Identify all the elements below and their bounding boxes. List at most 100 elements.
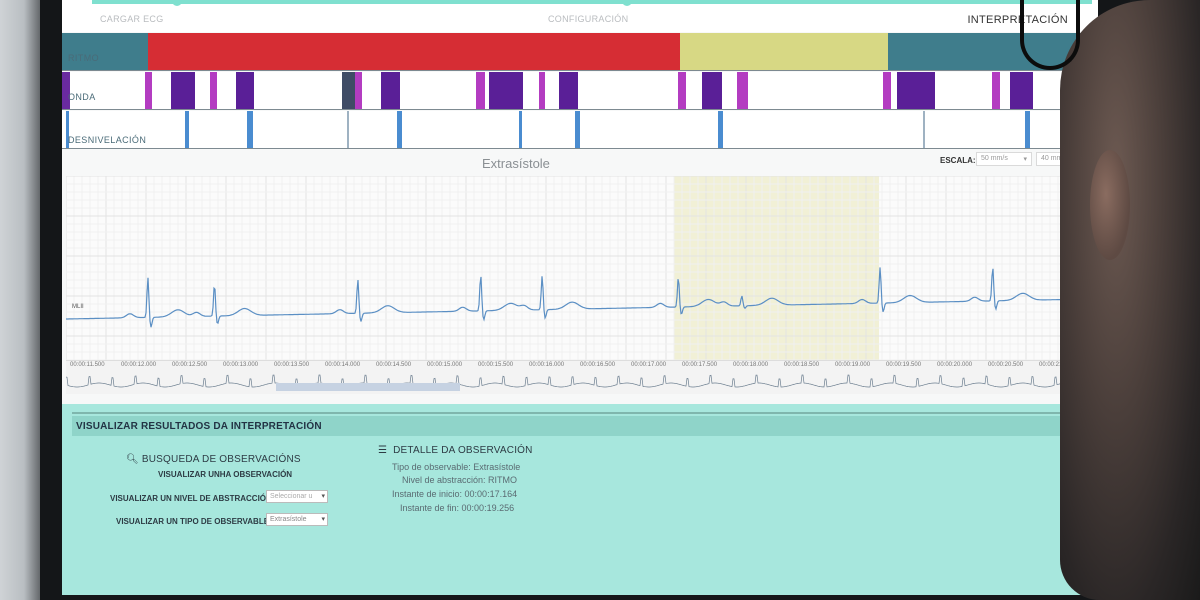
detail-abstraction-level: Nivel de abstracción: RITMO bbox=[402, 475, 518, 485]
ecg-strip[interactable]: MLII bbox=[66, 176, 1090, 362]
track-segment[interactable] bbox=[247, 111, 253, 148]
track-segment[interactable] bbox=[346, 111, 349, 148]
track-segment[interactable] bbox=[355, 72, 363, 109]
wizard-progress-line bbox=[92, 0, 1092, 6]
track-segment[interactable] bbox=[341, 72, 356, 109]
scale-amplitude-value: 40 mm bbox=[1041, 155, 1063, 162]
abstraction-label: VISUALIZAR UN NIVEL DE ABSTRACCIÓN: bbox=[110, 494, 275, 503]
track-segment[interactable] bbox=[737, 72, 748, 109]
results-panel: VISUALIZAR RESULTADOS DA INTERPRETACIÓN … bbox=[62, 404, 1098, 595]
list-icon: ☰ bbox=[378, 445, 388, 456]
scale-speed-select[interactable]: 50 mm/s ▾ bbox=[976, 152, 1032, 166]
divider bbox=[72, 412, 1092, 414]
track-segment[interactable] bbox=[170, 72, 195, 109]
scale-label: ESCALA: bbox=[940, 156, 976, 165]
wizard-steps: CARGAR ECG CONFIGURACIÓN INTERPRETACIÓN bbox=[62, 0, 1098, 32]
track-wave[interactable]: ONDA bbox=[62, 72, 1098, 110]
ecg-waveform bbox=[66, 176, 1090, 362]
track-label: ONDA bbox=[68, 92, 96, 102]
step-load-ecg[interactable]: CARGAR ECG bbox=[100, 14, 164, 24]
step-dot-icon bbox=[172, 0, 182, 6]
time-tick-label: 00:00:14.000 bbox=[325, 362, 361, 368]
observation-title: Extrasístole bbox=[482, 156, 550, 171]
track-label: DESNIVELACIÓN bbox=[68, 135, 147, 145]
track-segment[interactable] bbox=[680, 33, 888, 70]
time-tick-label: 00:00:13.000 bbox=[223, 362, 259, 368]
person-ear bbox=[1090, 150, 1130, 260]
chevron-down-icon: ▾ bbox=[321, 516, 325, 523]
results-header: VISUALIZAR RESULTADOS DA INTERPRETACIÓN bbox=[72, 416, 1092, 436]
track-segment[interactable] bbox=[1009, 72, 1033, 109]
time-tick-label: 00:00:16.000 bbox=[529, 362, 565, 368]
time-tick-label: 00:00:12.000 bbox=[121, 362, 157, 368]
search-section-title: 🔍︎ BUSQUEDA DE OBSERVACIÓNS bbox=[126, 454, 301, 465]
track-segment[interactable] bbox=[381, 72, 400, 109]
track-rhythm[interactable]: RITMO bbox=[62, 33, 1098, 71]
time-tick-label: 00:00:15.000 bbox=[427, 362, 463, 368]
time-tick-label: 00:00:11.500 bbox=[70, 362, 105, 368]
selected-observation-highlight bbox=[674, 176, 880, 362]
step-configuration[interactable]: CONFIGURACIÓN bbox=[548, 14, 629, 24]
search-icon: 🔍︎ bbox=[126, 454, 139, 465]
track-segment[interactable] bbox=[62, 72, 71, 109]
detail-title-text: DETALLE DA OBSERVACIÓN bbox=[393, 445, 533, 456]
track-segment[interactable] bbox=[538, 72, 545, 109]
track-segment[interactable] bbox=[236, 72, 254, 109]
track-segment[interactable] bbox=[702, 72, 722, 109]
observable-type-select[interactable]: Extrasístole ▾ bbox=[266, 513, 328, 526]
track-deviation[interactable]: DESNIVELACIÓN bbox=[62, 111, 1098, 149]
time-tick-label: 00:00:21.000 bbox=[1039, 362, 1075, 368]
time-tick-label: 00:00:19.000 bbox=[835, 362, 871, 368]
time-tick-label: 00:00:16.500 bbox=[580, 362, 616, 368]
track-segment[interactable] bbox=[992, 72, 1000, 109]
detail-end-time: Instante de fin: 00:00:19.256 bbox=[400, 503, 515, 513]
step-dot-icon bbox=[622, 0, 632, 6]
time-tick-label: 00:00:20.000 bbox=[937, 362, 973, 368]
overview-range-handle[interactable] bbox=[275, 383, 461, 391]
track-segment[interactable] bbox=[62, 33, 148, 70]
track-segment[interactable] bbox=[559, 72, 578, 109]
ecg-overview-scroller[interactable]: 00:00:11.500 00:00:12.000 00:00:12.500 00:0… bbox=[66, 360, 1090, 394]
track-segment[interactable] bbox=[185, 111, 190, 148]
time-tick-label: 00:00:12.500 bbox=[172, 362, 208, 368]
chevron-down-icon: ▾ bbox=[1023, 156, 1027, 163]
track-segment[interactable] bbox=[476, 72, 485, 109]
scale-speed-value: 50 mm/s bbox=[981, 155, 1008, 162]
track-segment[interactable] bbox=[144, 72, 153, 109]
track-label: RITMO bbox=[68, 53, 99, 63]
overview-waveform bbox=[66, 374, 1090, 388]
track-segment[interactable] bbox=[922, 111, 925, 148]
detail-start-time: Instante de inicio: 00:00:17.164 bbox=[392, 489, 518, 499]
track-segment[interactable] bbox=[396, 111, 402, 148]
time-tick-label: 00:00:15.500 bbox=[478, 362, 514, 368]
monitor-screen: CARGAR ECG CONFIGURACIÓN INTERPRETACIÓN … bbox=[62, 0, 1098, 595]
person-silhouette bbox=[1060, 0, 1200, 600]
chevron-down-icon: ▾ bbox=[321, 493, 325, 500]
observable-type-label: VISUALIZAR UN TIPO DE OBSERVABLE: bbox=[116, 517, 272, 526]
track-segment[interactable] bbox=[574, 111, 580, 148]
observable-type-value: Extrasístole bbox=[270, 516, 307, 523]
time-tick-label: 00:00:18.000 bbox=[733, 362, 769, 368]
search-subtitle: VISUALIZAR UNHA OBSERVACIÓN bbox=[158, 470, 293, 479]
search-title-text: BUSQUEDA DE OBSERVACIÓNS bbox=[141, 454, 301, 465]
time-tick-label: 00:00:18.500 bbox=[784, 362, 820, 368]
abstraction-select-value: Seleccionar u bbox=[270, 493, 313, 500]
time-tick-label: 00:00:13.500 bbox=[274, 362, 310, 368]
abstraction-select[interactable]: Seleccionar u ▾ bbox=[266, 490, 328, 503]
ecg-trace bbox=[66, 267, 1090, 328]
track-segment[interactable] bbox=[518, 111, 522, 148]
track-segment[interactable] bbox=[1025, 111, 1030, 148]
lead-label: MLII bbox=[72, 304, 84, 310]
track-segment[interactable] bbox=[678, 72, 686, 109]
track-segment[interactable] bbox=[66, 111, 70, 148]
time-tick-label: 00:00:17.000 bbox=[631, 362, 667, 368]
track-segment[interactable] bbox=[488, 72, 524, 109]
glasses-frame bbox=[1020, 0, 1080, 70]
track-segment[interactable] bbox=[897, 72, 936, 109]
time-tick-label: 00:00:17.500 bbox=[682, 362, 718, 368]
track-segment[interactable] bbox=[147, 33, 681, 70]
time-tick-label: 00:00:19.500 bbox=[886, 362, 922, 368]
track-segment[interactable] bbox=[882, 72, 891, 109]
track-segment[interactable] bbox=[717, 111, 723, 148]
track-segment[interactable] bbox=[210, 72, 218, 109]
